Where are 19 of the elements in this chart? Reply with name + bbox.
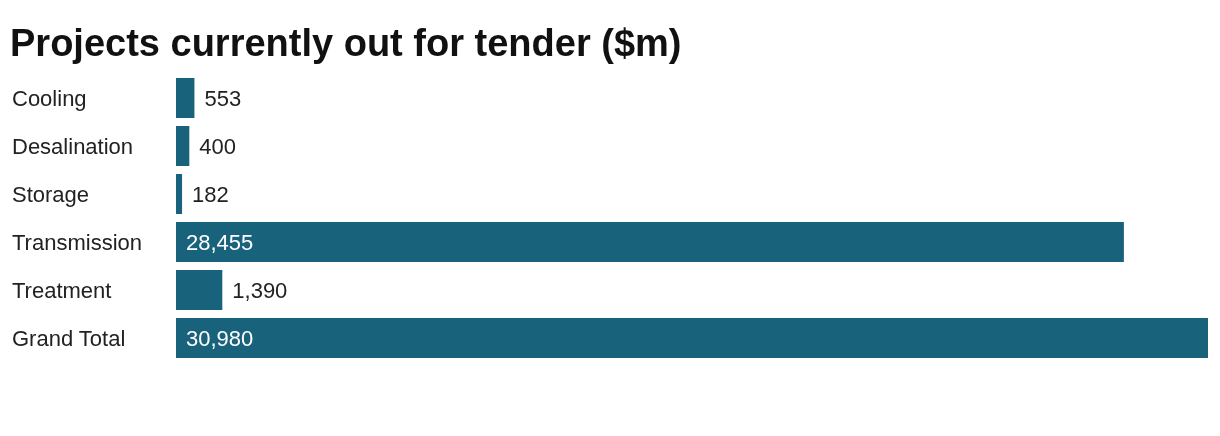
bar [176,318,1208,358]
y-tick-label: Cooling [12,85,87,111]
y-tick-label: Transmission [12,229,142,255]
bar [176,78,195,118]
data-label: 182 [192,181,229,207]
data-label: 400 [199,133,237,159]
y-tick-label: Storage [12,181,90,207]
data-label: 1,390 [232,277,288,303]
bar [176,222,1124,262]
chart-title: Projects currently out for tender ($m) [10,22,682,64]
bar [176,174,183,214]
bar [176,270,223,310]
bar [176,126,190,166]
data-label: 30,980 [186,325,254,351]
data-label: 553 [204,85,242,111]
y-tick-label: Grand Total [12,325,126,351]
data-label: 28,455 [186,229,254,255]
y-tick-label: Treatment [12,277,112,303]
y-tick-label: Desalination [12,133,134,159]
